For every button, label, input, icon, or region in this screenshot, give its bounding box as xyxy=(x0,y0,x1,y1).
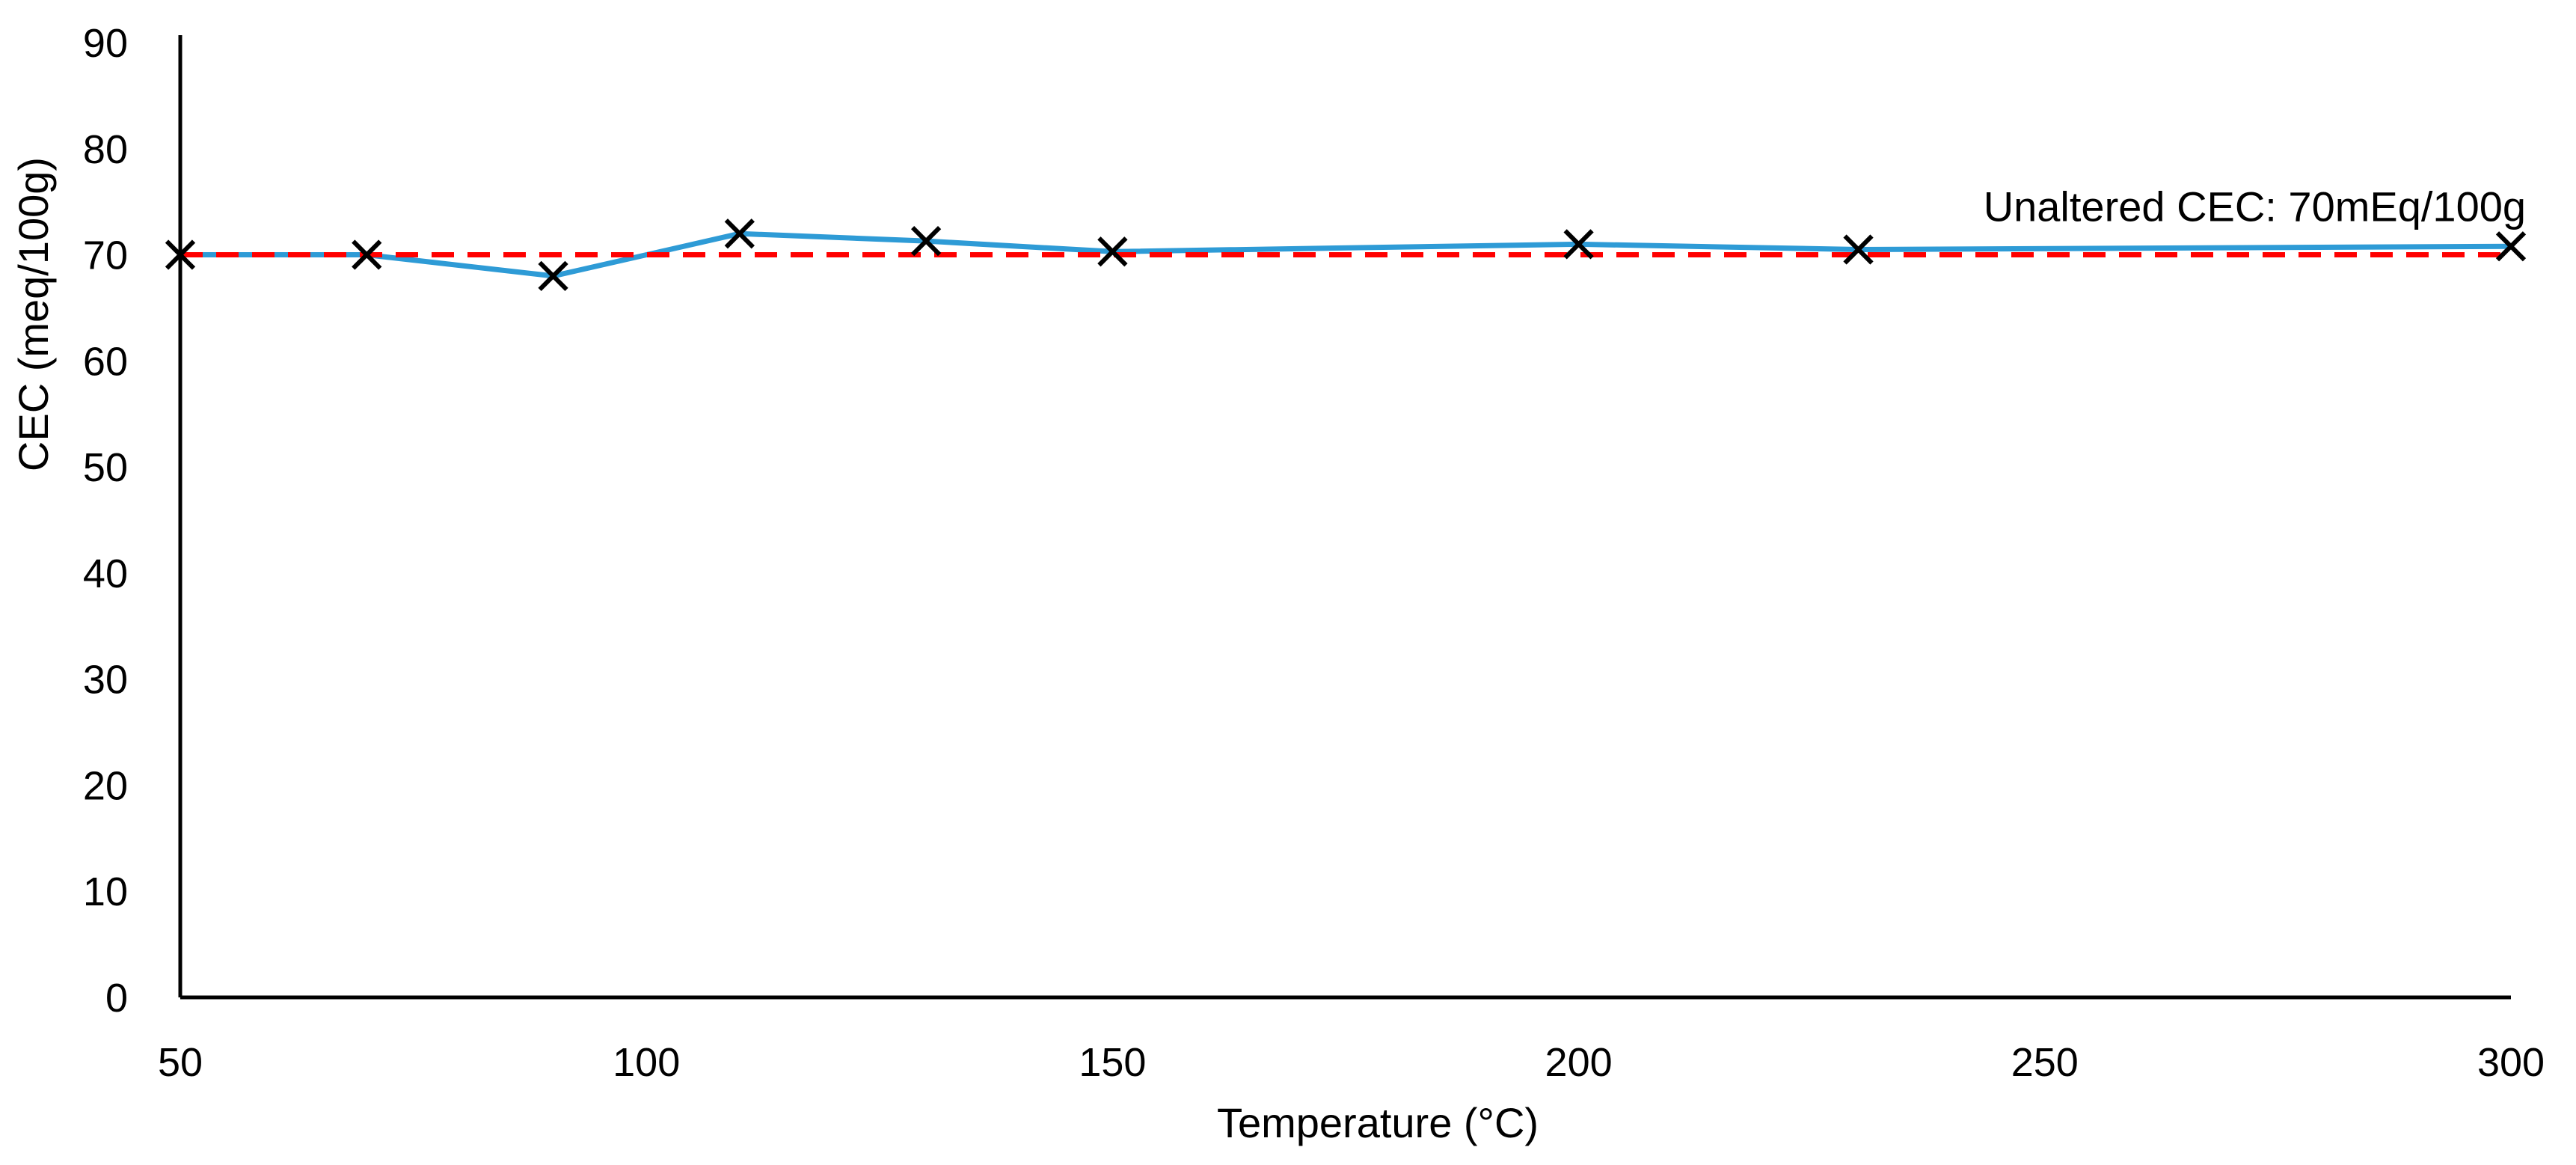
marker-stroke xyxy=(2495,231,2527,262)
y-tick-label: 0 xyxy=(105,976,128,1021)
y-tick-label: 40 xyxy=(83,551,128,596)
x-tick-label: 150 xyxy=(1079,1040,1146,1085)
data-point-marker xyxy=(165,239,196,270)
data-point-marker xyxy=(1843,234,1874,265)
data-point-marker xyxy=(1097,236,1128,267)
marker-stroke xyxy=(724,218,755,249)
y-tick-label: 20 xyxy=(83,763,128,808)
data-point-marker xyxy=(2495,231,2527,262)
y-tick-label: 80 xyxy=(83,127,128,172)
marker-stroke xyxy=(352,239,382,270)
x-tick-label: 300 xyxy=(2477,1040,2545,1085)
x-tick-label: 200 xyxy=(1545,1040,1613,1085)
x-tick-label: 100 xyxy=(613,1040,680,1085)
y-tick-label: 90 xyxy=(83,21,128,66)
y-tick-label: 60 xyxy=(83,339,128,384)
annotation-label: Unaltered CEC: 70mEq/100g xyxy=(1984,183,2526,230)
marker-stroke xyxy=(910,226,942,257)
data-point-marker xyxy=(724,218,755,249)
data-point-marker xyxy=(538,260,568,292)
plot-area: 0 10 20 30 40 50 60 70 80 90 50 100 150 200 250 300 Unal… xyxy=(83,21,2545,1085)
data-point-marker xyxy=(352,239,382,270)
marker-stroke xyxy=(1097,236,1128,267)
data-point-marker xyxy=(910,226,942,257)
y-tick-label: 70 xyxy=(83,233,128,278)
marker-stroke xyxy=(538,260,568,292)
x-tick-label: 250 xyxy=(2011,1040,2079,1085)
data-point-marker xyxy=(1563,229,1594,260)
x-axis-title: Temperature (°C) xyxy=(1217,1099,1539,1146)
y-tick-label: 30 xyxy=(83,658,128,703)
y-axis-title: CEC (meq/100g) xyxy=(10,157,57,471)
y-tick-label: 50 xyxy=(83,445,128,490)
y-tick-label: 10 xyxy=(83,869,128,914)
x-tick-label: 50 xyxy=(158,1040,203,1085)
marker-stroke xyxy=(165,239,196,270)
marker-stroke xyxy=(1843,234,1874,265)
marker-stroke xyxy=(1563,229,1594,260)
